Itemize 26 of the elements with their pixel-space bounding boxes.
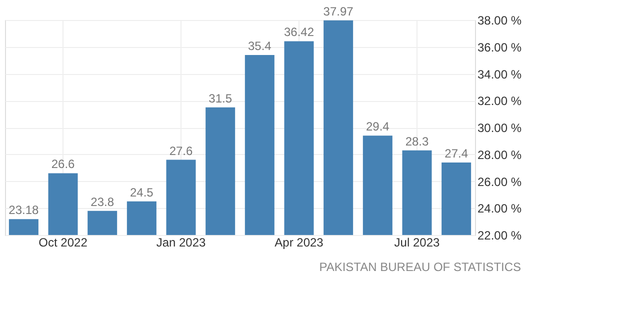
y-tick-label: 32.00 % <box>478 94 522 108</box>
data-label: 37.97 <box>323 4 354 18</box>
y-tick-label: 30.00 % <box>478 121 522 135</box>
y-tick-label: 28.00 % <box>478 148 522 162</box>
data-label: 31.5 <box>208 91 232 106</box>
y-tick-label: 26.00 % <box>478 174 522 189</box>
data-label: 23.8 <box>90 194 114 209</box>
data-label: 27.6 <box>169 144 194 158</box>
data-label: 29.4 <box>366 120 390 134</box>
x-tick-label: Oct 2022 <box>38 236 88 250</box>
data-label: 27.4 <box>444 146 468 160</box>
data-label: 35.4 <box>248 38 272 53</box>
data-label: 36.42 <box>284 25 314 40</box>
y-tick-label: 34.00 % <box>478 67 522 82</box>
text: PAKISTAN BUREAU OF STATISTICS <box>319 260 522 274</box>
x-tick-label: Jul 2023 <box>394 236 440 250</box>
data-label: 24.5 <box>130 185 154 200</box>
data-label: 28.3 <box>405 134 429 148</box>
x-tick-label: Jan 2023 <box>156 236 206 250</box>
y-tick-label: 38.00 % <box>478 14 522 28</box>
y-tick-label: 24.00 % <box>478 202 522 216</box>
y-tick-label: 36.00 % <box>478 40 522 54</box>
y-tick-label: 22.00 % <box>478 228 522 242</box>
x-tick-label: Apr 2023 <box>274 236 324 250</box>
data-label: 23.18 <box>8 203 40 218</box>
data-label: 26.6 <box>51 157 76 172</box>
